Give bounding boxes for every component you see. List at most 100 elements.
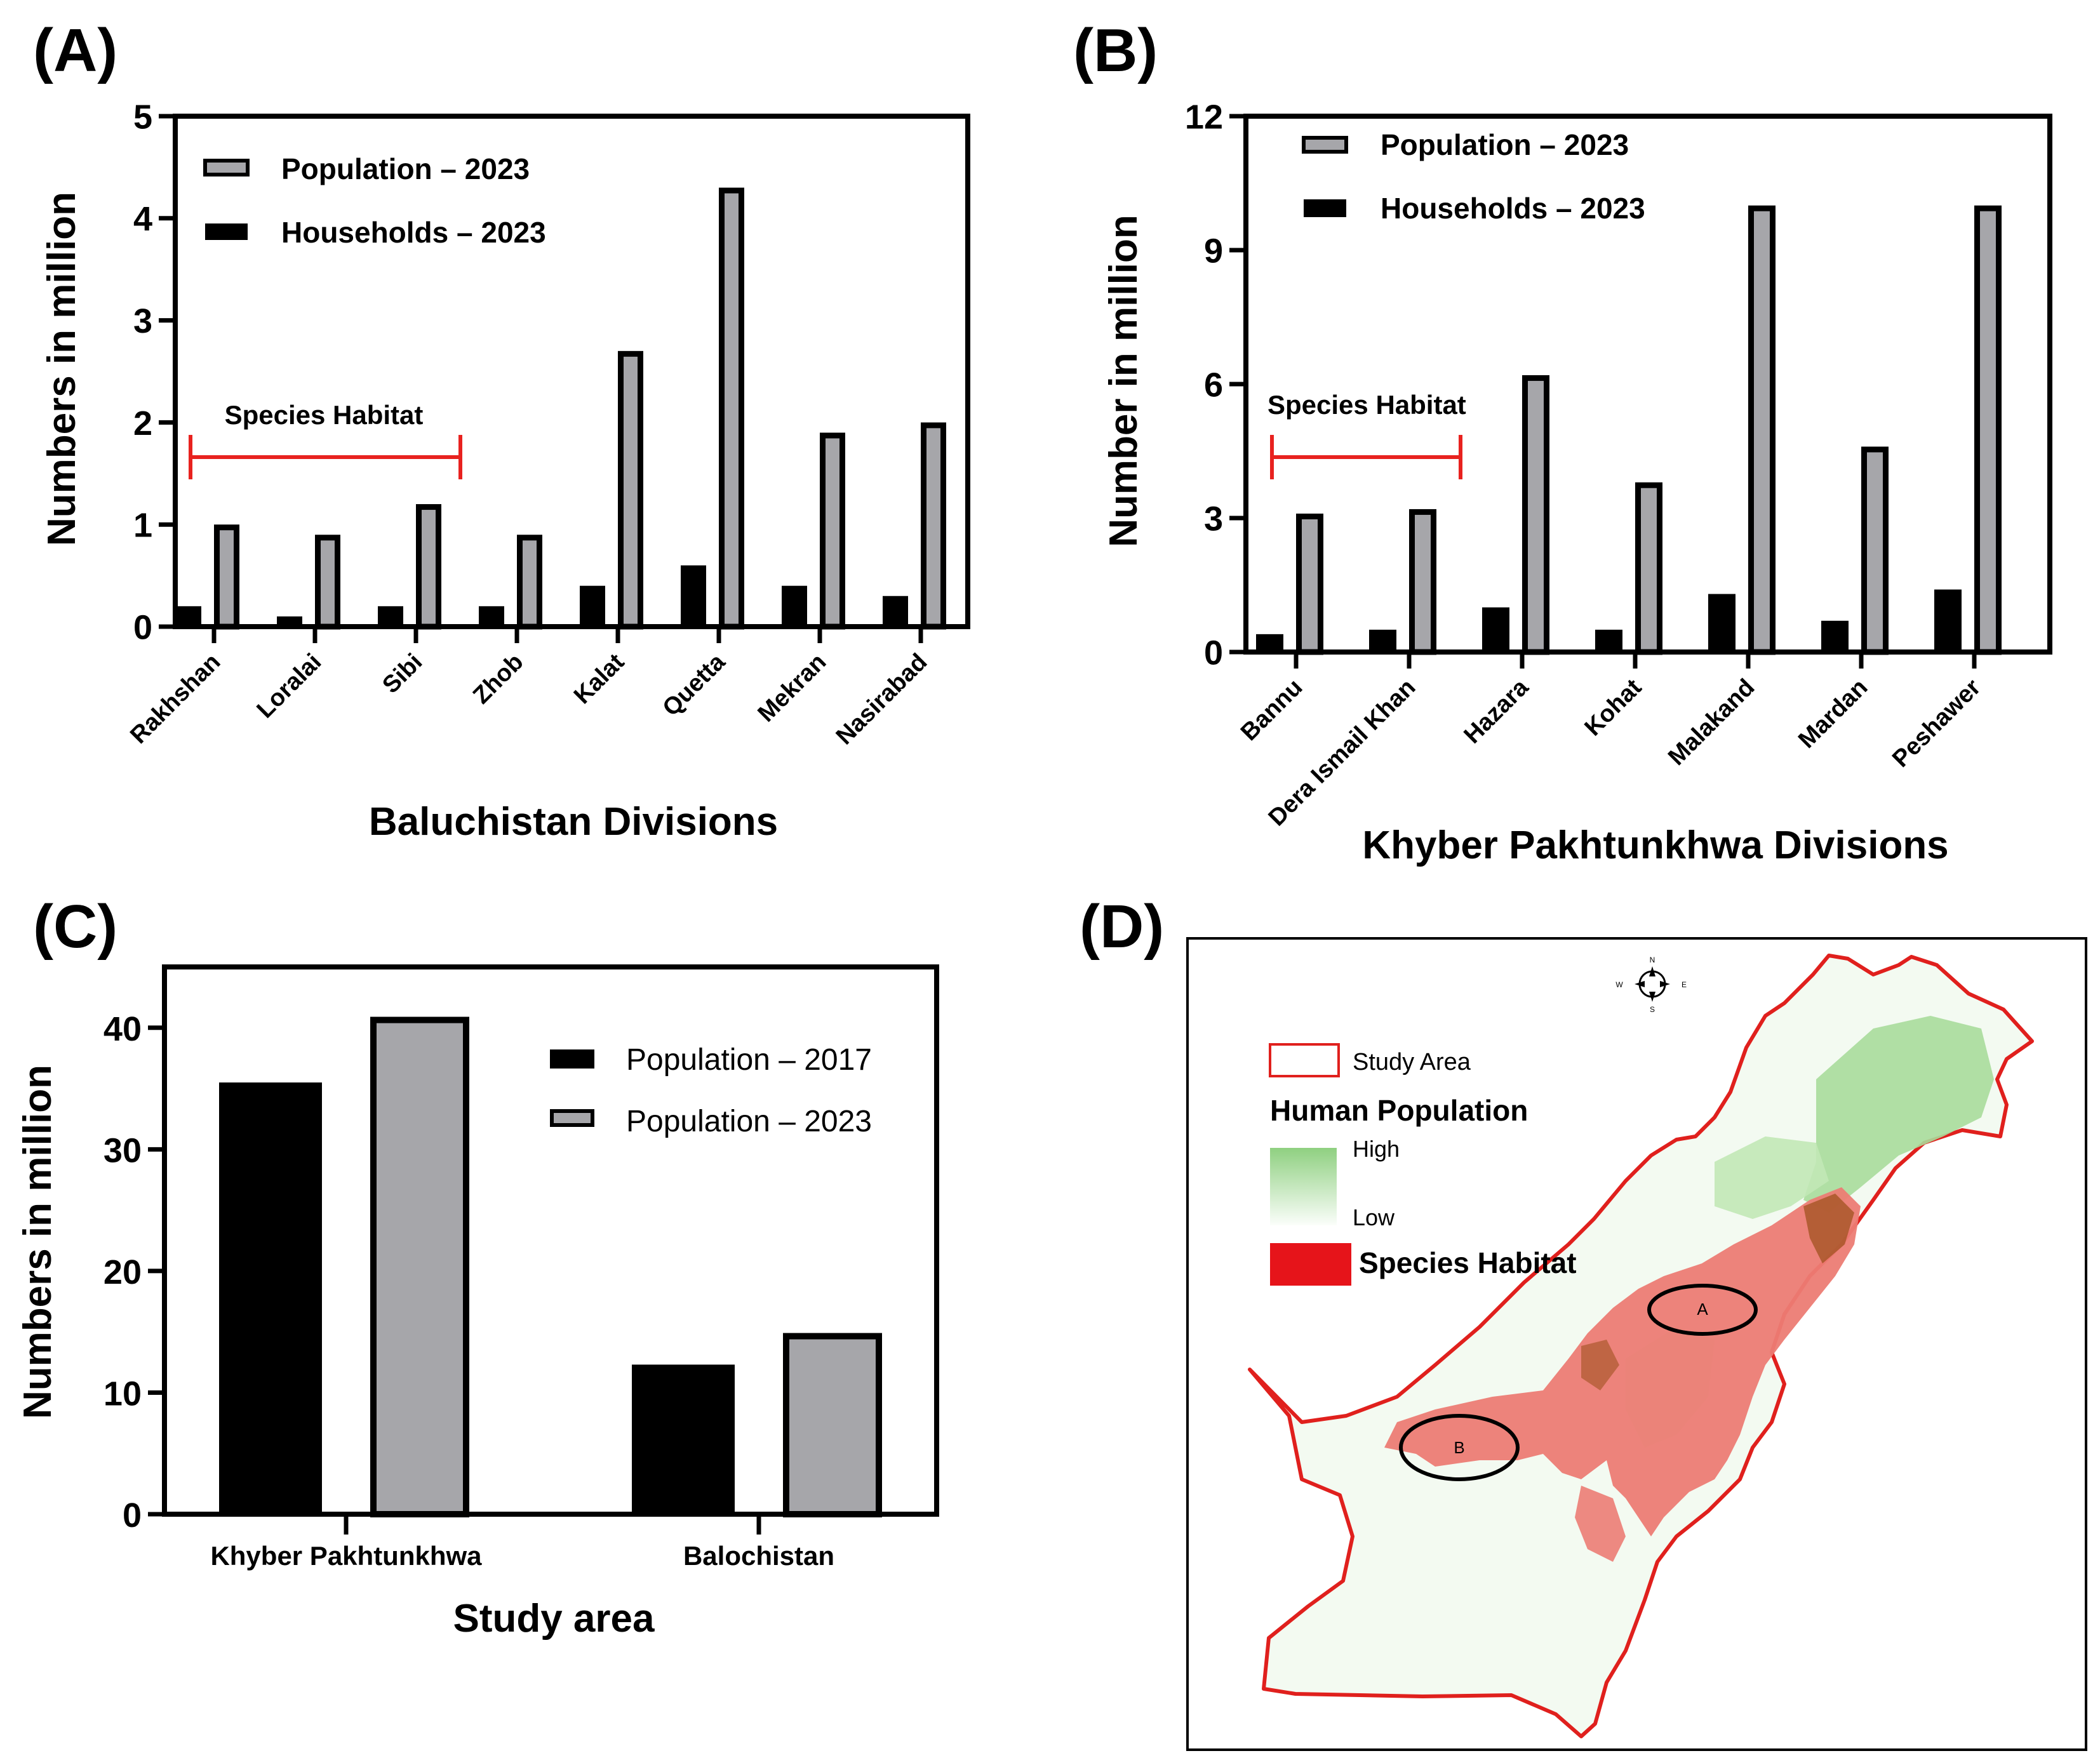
panel-c-chart: 0 10 20 30 40 Khyber Pakhtunkhwa Balochistan — [104, 964, 939, 1571]
panel-a-y-tick-label: 0 — [133, 608, 152, 646]
panel-a-x-tick-label: Rakhshan — [125, 649, 225, 749]
panel-c: (C) 0 10 20 30 40 Khyber Pakhtunkhwa Balochist… — [16, 893, 939, 1641]
panel-a-bar-households-nasirabad — [883, 596, 908, 627]
panel-b-x-tick-label: Mardan — [1793, 674, 1873, 754]
panel-a-legend-swatch-households — [205, 223, 248, 240]
panel-b-legend-swatch-population — [1302, 136, 1348, 154]
panel-b-x-tick-label: Kohat — [1580, 674, 1647, 741]
legend-habitat: Species Habitat — [1359, 1246, 1577, 1279]
legend-population-title: Human Population — [1270, 1094, 1528, 1127]
panel-a-x-tick-label: Quetta — [658, 648, 731, 721]
region-b-ellipse — [1399, 1414, 1520, 1481]
panel-a-habitat-label: Species Habitat — [225, 400, 424, 430]
panel-a-x-axis-label: Baluchistan Divisions — [369, 800, 778, 844]
panel-b-y-tick-label: 6 — [1204, 366, 1223, 404]
panel-a-x-tick-label: Sibi — [377, 649, 427, 699]
panel-a-bar-population-quetta — [719, 187, 744, 630]
panel-a-bar-households-kalat — [580, 585, 605, 627]
panel-b-habitat-bracket: Species Habitat — [1267, 390, 1466, 479]
compass-w: W — [1615, 980, 1623, 989]
panel-a-legend-population: Population – 2023 — [281, 152, 530, 185]
panel-b-bar-population-dera-ismail-khan — [1409, 509, 1436, 655]
panel-a-y-tick-label: 4 — [133, 200, 152, 238]
panel-c-legend-swatch-2023 — [550, 1109, 594, 1127]
panel-a-x-tick-label: Kalat — [569, 648, 630, 709]
panel-a-habitat-bracket: Species Habitat — [189, 400, 462, 479]
region-a-label: A — [1697, 1300, 1708, 1319]
panel-c-y-tick-label: 40 — [104, 1010, 142, 1048]
panel-b-legend-population: Population – 2023 — [1381, 128, 1629, 161]
panel-b-label: (B) — [1073, 17, 1158, 84]
panel-a-legend: Population – 2023 Households – 2023 — [203, 152, 546, 249]
panel-b-legend-households: Households – 2023 — [1381, 192, 1645, 225]
panel-a-y-tick-label: 1 — [133, 507, 152, 545]
panel-c-y-tick-label: 30 — [104, 1131, 142, 1169]
panel-a-bar-households-quetta — [681, 565, 706, 627]
panel-a-y-tick-label: 5 — [133, 98, 152, 136]
panel-b-bar-households-mardan — [1821, 620, 1849, 652]
panel-a-bar-population-mekran — [820, 432, 845, 630]
panel-b-y-tick-label: 12 — [1185, 98, 1223, 136]
panel-a-label: (A) — [33, 17, 117, 84]
legend-study-area: Study Area — [1353, 1049, 1471, 1075]
panel-a-bar-population-kalat — [618, 350, 643, 630]
panel-c-bar-2017-khyber-pakhtunkhwa — [219, 1082, 322, 1514]
panel-b-y-tick-label: 3 — [1204, 500, 1223, 538]
panel-a-x-tick-label: Mekran — [753, 649, 832, 728]
habitat-dense-core-west — [1581, 1340, 1619, 1390]
panel-b-y-axis-label: Number in million — [1102, 215, 1146, 547]
panel-b-habitat-label: Species Habitat — [1267, 390, 1466, 420]
panel-b-bar-population-kohat — [1635, 482, 1662, 655]
panel-b-bar-population-bannu — [1296, 513, 1323, 655]
panel-b-bar-households-kohat — [1595, 629, 1622, 652]
compass-e: E — [1682, 980, 1687, 989]
panel-c-y-tick-label: 10 — [104, 1375, 142, 1413]
panel-c-y-axis-label: Numbers in million — [16, 1065, 60, 1419]
panel-a-plot-frame — [173, 114, 970, 629]
legend-study-area-swatch — [1269, 1043, 1340, 1077]
panel-c-x-tick-label: Balochistan — [683, 1541, 834, 1571]
panel-d-map: (D) A B N S E W — [1080, 893, 2087, 1751]
compass-n: N — [1650, 956, 1655, 964]
legend-low: Low — [1353, 1204, 1395, 1230]
panel-b-x-tick-label: Peshawer — [1887, 674, 1986, 773]
panel-c-x-axis-label: Study area — [453, 1597, 655, 1641]
legend-habitat-swatch — [1270, 1243, 1351, 1286]
panel-a-bar-population-nasirabad — [921, 422, 946, 630]
habitat-dense-core — [1803, 1194, 1854, 1263]
panel-b-x-axis-label: Khyber Pakhtunkhwa Divisions — [1362, 823, 1948, 867]
panel-b-bar-households-peshawer — [1934, 589, 1962, 652]
panel-b-bar-population-hazara — [1522, 375, 1549, 655]
panel-b-legend-swatch-households — [1304, 199, 1346, 217]
panel-a-bar-households-loralai — [277, 616, 302, 627]
panel-b-bar-population-mardan — [1861, 446, 1889, 655]
population-density-high — [1803, 1016, 1994, 1213]
panel-c-legend-2017: Population – 2017 — [626, 1043, 872, 1077]
panel-c-bar-2017-balochistan — [632, 1364, 735, 1514]
map-legend: Study Area Human Population High Low Spe… — [1269, 1043, 1577, 1286]
panel-c-bar-2023-balochistan — [783, 1333, 882, 1518]
panel-b-legend: Population – 2023 Households – 2023 — [1302, 128, 1645, 225]
compass-icon: N S E W — [1615, 956, 1687, 1014]
panel-b-bar-population-peshawer — [1974, 205, 2002, 655]
population-density-medium — [1715, 1136, 1829, 1219]
panel-b-bar-households-malakand — [1708, 594, 1736, 652]
panel-c-label: (C) — [33, 893, 117, 961]
panel-c-y-tick-label: 0 — [123, 1496, 142, 1535]
panel-d-label: (D) — [1080, 893, 1164, 961]
panel-c-y-tick-label: 20 — [104, 1253, 142, 1291]
region-b-label: B — [1454, 1438, 1464, 1457]
panel-b-y-tick-label: 9 — [1204, 232, 1223, 270]
species-habitat-area — [1384, 1187, 1861, 1536]
panel-a-bar-population-sibi — [416, 504, 441, 630]
panel-c-legend-2023: Population – 2023 — [626, 1105, 872, 1138]
panel-a-x-tick-label: Nasirabad — [831, 649, 933, 750]
panel-a-bar-population-loralai — [315, 535, 340, 630]
compass-s: S — [1650, 1005, 1655, 1014]
panel-a-y-axis-label: Numbers in million — [40, 192, 84, 546]
panel-a-bar-households-rakhshan — [176, 606, 201, 627]
panel-a-y-tick-label: 3 — [133, 302, 152, 340]
panel-a-bar-households-mekran — [782, 585, 807, 627]
